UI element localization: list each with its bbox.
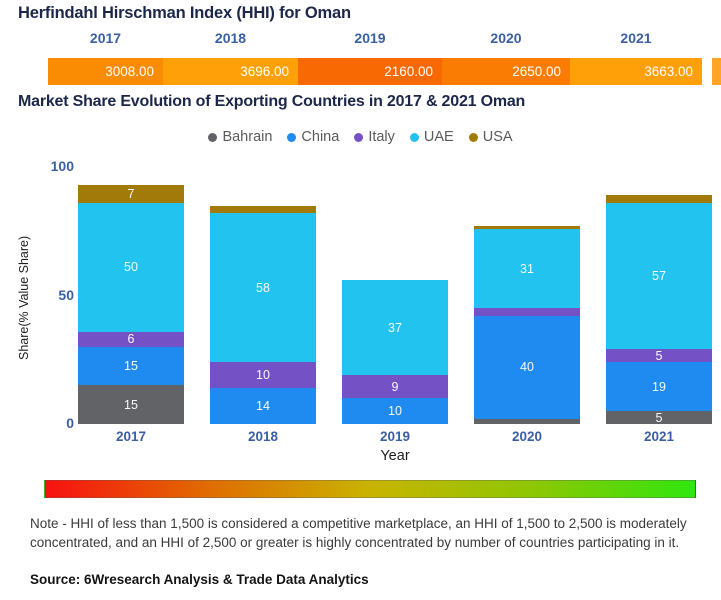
legend-label: UAE bbox=[423, 129, 454, 145]
hhi-value-segment: 3663.00 bbox=[570, 58, 702, 85]
legend-dot-icon bbox=[208, 132, 218, 142]
bar-segment-china: 10 bbox=[342, 398, 448, 424]
legend-item-italy: Italy bbox=[354, 129, 395, 145]
legend-label: Italy bbox=[368, 129, 395, 145]
bar-segment-value: 14 bbox=[256, 399, 270, 414]
bar-segment-usa bbox=[606, 195, 712, 203]
bar-segment-uae: 57 bbox=[606, 203, 712, 350]
legend-dot-icon bbox=[468, 132, 478, 142]
bar-segment-value: 7 bbox=[127, 187, 135, 201]
x-tick-label: 2018 bbox=[247, 429, 279, 444]
bar-segment-value: 15 bbox=[124, 397, 138, 412]
bar-segment-value: 5 bbox=[655, 348, 663, 363]
bar-segment-value: 40 bbox=[520, 360, 534, 375]
bar-segment-value: 19 bbox=[652, 379, 666, 394]
bar-segment-value: 57 bbox=[652, 269, 666, 284]
legend-label: USA bbox=[482, 129, 513, 145]
bar-segment-china: 40 bbox=[474, 316, 580, 419]
bar-segment-bahrain bbox=[474, 418, 580, 424]
hhi-value-segment: 2160.00 bbox=[298, 58, 442, 85]
bar-segment-uae: 58 bbox=[210, 213, 316, 363]
x-tick-label: 2017 bbox=[115, 429, 147, 444]
legend-dot-icon bbox=[409, 132, 419, 142]
chart-legend: Bahrain China Italy UAE USA bbox=[0, 129, 721, 145]
stacked-bar-2019: 10 9 37 bbox=[342, 280, 448, 424]
bar-segment-value: 10 bbox=[256, 368, 270, 383]
bar-segment-italy: 5 bbox=[606, 348, 712, 363]
hhi-value-segment: 3696.00 bbox=[163, 58, 298, 85]
legend-dot-icon bbox=[287, 132, 297, 142]
note-text: Note - HHI of less than 1,500 is conside… bbox=[30, 516, 687, 550]
hhi-value-segment: 2650.00 bbox=[442, 58, 570, 85]
bar-segment-china: 14 bbox=[210, 388, 316, 424]
bar-segment-china: 15 bbox=[78, 346, 184, 386]
bar-segment-usa bbox=[210, 205, 316, 214]
legend-label: China bbox=[301, 129, 340, 145]
bar-segment-bahrain: 15 bbox=[78, 385, 184, 424]
bar-segment-italy: 10 bbox=[210, 362, 316, 389]
bar-segment-italy: 9 bbox=[342, 375, 448, 399]
hhi-year-header: 2019 bbox=[354, 30, 386, 46]
x-axis-label: Year bbox=[380, 448, 410, 464]
bar-segment-uae: 37 bbox=[342, 280, 448, 376]
stacked-bar-2018: 14 10 58 bbox=[210, 205, 316, 424]
hhi-year-header: 2018 bbox=[214, 30, 247, 46]
bar-segment-value: 31 bbox=[520, 261, 534, 276]
legend-item-china: China bbox=[287, 129, 339, 145]
legend-label: Bahrain bbox=[222, 129, 273, 145]
source-text: Source: 6Wresearch Analysis & Trade Data… bbox=[30, 572, 369, 587]
hhi-year-header: 2021 bbox=[620, 30, 652, 46]
y-tick-label: 50 bbox=[58, 286, 74, 303]
bar-segment-china: 19 bbox=[606, 362, 712, 412]
legend-item-bahrain: Bahrain bbox=[208, 129, 272, 145]
market-share-title: Market Share Evolution of Exporting Coun… bbox=[18, 93, 526, 110]
hhi-value-segment: 3008.00 bbox=[48, 58, 163, 85]
bar-segment-uae: 50 bbox=[78, 203, 184, 332]
hhi-year-header: 2017 bbox=[89, 30, 122, 46]
stacked-bar-2021: 5 19 5 57 bbox=[606, 195, 712, 425]
hhi-year-header-row: 2017 2018 2019 2020 2021 bbox=[48, 30, 702, 50]
bar-segment-value: 15 bbox=[124, 359, 138, 374]
x-tick-label: 2020 bbox=[511, 429, 543, 444]
y-tick-label: 100 bbox=[50, 158, 74, 174]
stacked-bar-2020: 40 31 bbox=[474, 226, 580, 424]
y-tick-label: 0 bbox=[66, 415, 74, 431]
bar-segment-italy: 6 bbox=[78, 331, 184, 347]
legend-item-uae: UAE bbox=[409, 129, 454, 145]
legend-dot-icon bbox=[354, 132, 364, 142]
bar-segment-value: 5 bbox=[655, 410, 663, 425]
hhi-strip-overflow bbox=[712, 58, 721, 85]
bar-segment-uae: 31 bbox=[474, 228, 580, 309]
bar-segment-value: 6 bbox=[127, 332, 135, 347]
bar-segment-value: 10 bbox=[388, 404, 402, 419]
bar-segment-usa bbox=[474, 226, 580, 229]
stacked-bar-2017: 15 15 6 50 7 bbox=[78, 185, 184, 424]
hhi-value-strip: 3008.00 3696.00 2160.00 2650.00 3663.00 bbox=[48, 58, 702, 85]
legend-item-usa: USA bbox=[468, 129, 513, 145]
bar-segment-usa: 7 bbox=[78, 185, 184, 203]
bar-segment-value: 58 bbox=[256, 280, 270, 295]
bar-segment-value: 9 bbox=[391, 379, 399, 394]
bar-segment-value: 37 bbox=[388, 320, 402, 335]
hhi-scale-gradient bbox=[44, 480, 696, 498]
bar-segment-value: 50 bbox=[124, 260, 138, 275]
bar-segment-italy bbox=[474, 308, 580, 317]
hhi-year-header: 2020 bbox=[490, 30, 522, 46]
bar-segment-bahrain: 5 bbox=[606, 410, 712, 425]
hhi-title: Herfindahl Hirschman Index (HHI) for Oma… bbox=[18, 4, 351, 22]
x-tick-label: 2021 bbox=[643, 429, 675, 444]
x-tick-label: 2019 bbox=[379, 429, 411, 444]
y-axis-label: Share(% Value Share) bbox=[17, 235, 31, 361]
